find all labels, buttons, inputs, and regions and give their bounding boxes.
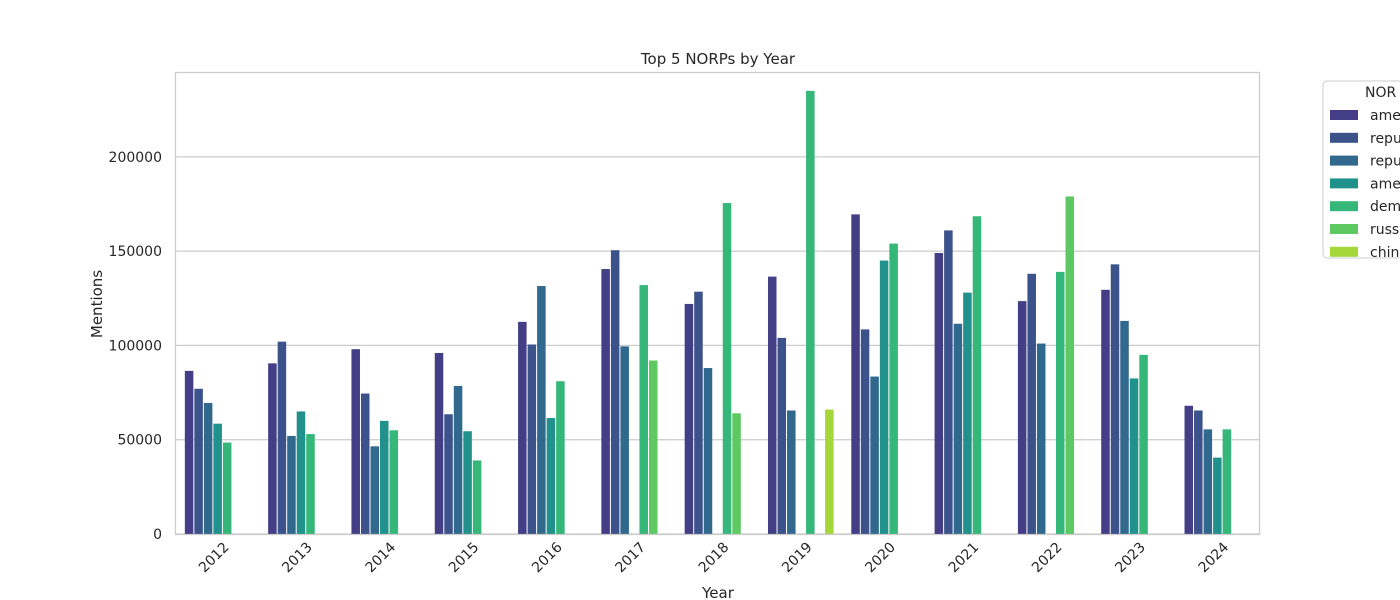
bar [370, 446, 380, 534]
bar [787, 410, 796, 534]
bar [306, 434, 315, 534]
bar [194, 388, 203, 534]
bar [870, 376, 879, 534]
bar [851, 214, 860, 534]
legend-swatch [1330, 201, 1358, 212]
chart-title: Top 5 NORPs by Year [640, 50, 796, 68]
bar [601, 269, 610, 534]
bar [1027, 273, 1036, 534]
y-tick-label: 150000 [109, 244, 162, 260]
bar [203, 402, 213, 534]
bar [1055, 271, 1065, 534]
bar [287, 435, 296, 534]
bar [1101, 289, 1110, 534]
bar [380, 420, 389, 534]
bar [972, 216, 982, 534]
legend-title: NOR [1365, 85, 1396, 101]
bar [944, 230, 953, 534]
legend-label: ame [1370, 108, 1400, 124]
bar [1017, 301, 1027, 534]
legend: NOR ame repu repu ame dem russ chine [1322, 80, 1400, 261]
bar [527, 344, 537, 534]
legend-swatch [1330, 155, 1358, 166]
bar [860, 329, 870, 534]
legend-label: repu [1370, 131, 1400, 147]
bar [463, 431, 472, 534]
bar [296, 411, 306, 534]
bar [777, 337, 787, 534]
bar [556, 381, 565, 534]
bar [472, 460, 482, 534]
legend-label: ame [1370, 176, 1400, 192]
y-tick-label: 50000 [117, 433, 162, 449]
legend-swatch [1330, 224, 1358, 234]
bar [963, 292, 972, 534]
legend-swatch [1330, 246, 1358, 257]
bar [184, 370, 194, 534]
bar [1129, 378, 1139, 534]
bar [444, 414, 453, 534]
bar [222, 442, 232, 534]
bar [1222, 429, 1232, 534]
legend-swatch [1330, 178, 1358, 189]
bar [648, 360, 658, 534]
bar [825, 409, 834, 534]
bar [1110, 264, 1120, 534]
bar [694, 291, 703, 534]
bar [453, 385, 463, 534]
bar [703, 368, 713, 534]
bar [434, 352, 444, 534]
y-axis-title: Mentions [88, 270, 106, 338]
bar [722, 203, 732, 535]
bar [1203, 429, 1213, 534]
bar [934, 253, 944, 534]
bar [610, 250, 620, 534]
bar [1120, 320, 1129, 534]
bars [184, 90, 1232, 535]
plot-frame [174, 71, 1261, 536]
bar [518, 321, 527, 534]
bar [684, 303, 694, 534]
y-tick-label: 200000 [109, 150, 162, 166]
legend-swatch [1330, 132, 1358, 143]
legend-label: repu [1370, 154, 1400, 170]
legend-swatch [1330, 110, 1358, 120]
bar [1184, 405, 1194, 534]
bar [1036, 343, 1046, 534]
legend-label: russ [1370, 222, 1399, 238]
bar [639, 285, 648, 534]
bar [953, 323, 963, 534]
x-axis-title: Year [701, 584, 735, 600]
y-tick-labels: 0 50000 100000 150000 200000 [109, 150, 162, 543]
bar [360, 393, 370, 534]
y-tick-label: 100000 [109, 338, 162, 354]
bar [1139, 354, 1148, 534]
bar [351, 349, 360, 534]
bar [1065, 196, 1075, 534]
bar [1194, 410, 1203, 534]
bar [213, 423, 222, 534]
y-tick-label: 0 [153, 527, 162, 543]
bar [767, 276, 777, 534]
bar [732, 413, 741, 534]
bar [806, 90, 815, 534]
bar [620, 346, 629, 534]
bar [268, 363, 277, 534]
legend-label: dem [1370, 199, 1400, 215]
legend-label: chine [1370, 245, 1400, 261]
bar [889, 243, 898, 534]
bar [879, 260, 889, 534]
legend-box [1322, 80, 1400, 259]
bar [277, 341, 287, 534]
bar [389, 430, 399, 534]
bar [537, 286, 546, 534]
bar [1213, 457, 1222, 534]
bar [546, 418, 556, 534]
